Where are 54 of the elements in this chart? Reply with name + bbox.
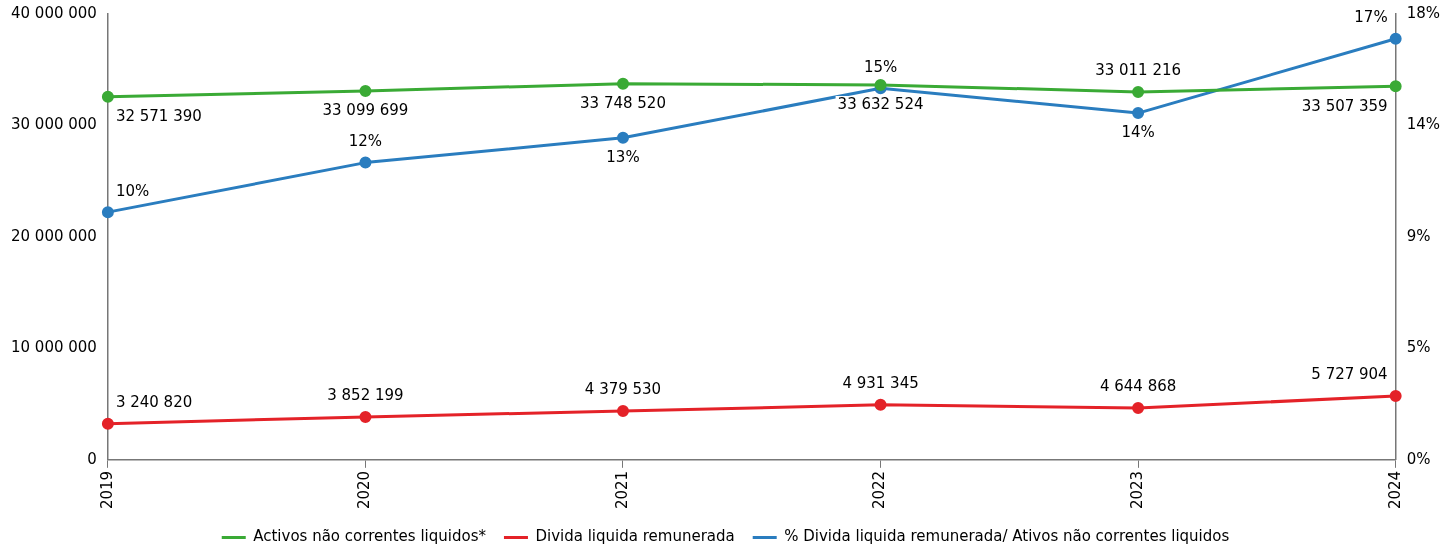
data-label: 33 748 520: [580, 94, 666, 113]
point: [616, 77, 629, 90]
data-label: 3 852 199: [327, 386, 404, 405]
point: [359, 156, 372, 169]
x-tick-label: 2023: [1128, 470, 1146, 510]
point: [101, 206, 114, 219]
data-label: 10%: [115, 181, 150, 200]
data-label: 13%: [606, 148, 640, 167]
data-label: 4 644 868: [1099, 377, 1177, 396]
point: [874, 398, 887, 411]
x-tick-label: 2019: [97, 470, 116, 510]
y2-tick-label: 0%: [1406, 449, 1431, 468]
point: [616, 131, 629, 144]
y-tick-label: 0: [87, 449, 97, 468]
point: [616, 405, 629, 418]
point: [1132, 85, 1145, 98]
x-tick-label: 2024: [1385, 470, 1404, 510]
data-label: 33 099 699: [322, 101, 409, 120]
y-tick-label: 20 000 000: [10, 226, 97, 245]
data-label: 33 011 216: [1095, 61, 1182, 80]
point: [1389, 80, 1402, 93]
x-tick-label: 2020: [355, 470, 374, 510]
point: [1132, 107, 1145, 120]
legend-label: Divida liquida remunerada: [535, 527, 735, 546]
data-label: 15%: [863, 57, 898, 76]
data-label: 33 632 524: [837, 95, 924, 114]
point: [101, 90, 114, 103]
legend-label: Activos não correntes liquidos*: [253, 527, 487, 546]
data-label: 32 571 390: [115, 107, 202, 126]
point: [359, 84, 372, 97]
y2-tick-label: 18%: [1406, 3, 1440, 22]
data-label: 5 727 904: [1311, 365, 1388, 384]
y2-tick-label: 5%: [1406, 338, 1431, 357]
data-label: 33 507 359: [1301, 96, 1388, 115]
point: [874, 78, 887, 91]
data-label: 3 240 820: [115, 393, 193, 412]
data-label: 4 379 530: [584, 380, 662, 399]
y-tick-label: 10 000 000: [10, 338, 97, 357]
point: [101, 417, 114, 430]
point: [359, 410, 372, 423]
y2-tick-label: 14%: [1406, 115, 1440, 134]
data-label: 14%: [1121, 123, 1155, 142]
point: [1389, 389, 1402, 402]
data-label: 12%: [348, 132, 383, 150]
y2-tick-label: 9%: [1406, 226, 1431, 245]
data-label: 4 931 345: [842, 374, 919, 393]
y-tick-label: 30 000 000: [10, 115, 97, 134]
legend-label: % Divida liquida remunerada/ Ativos não correntes liquidos: [784, 527, 1230, 546]
point: [1132, 402, 1145, 415]
x-tick-label: 2022: [870, 470, 889, 510]
point: [1389, 32, 1402, 45]
x-tick-label: 2021: [612, 470, 631, 510]
data-label: 17%: [1354, 8, 1388, 27]
y-tick-label: 40 000 000: [10, 3, 97, 22]
